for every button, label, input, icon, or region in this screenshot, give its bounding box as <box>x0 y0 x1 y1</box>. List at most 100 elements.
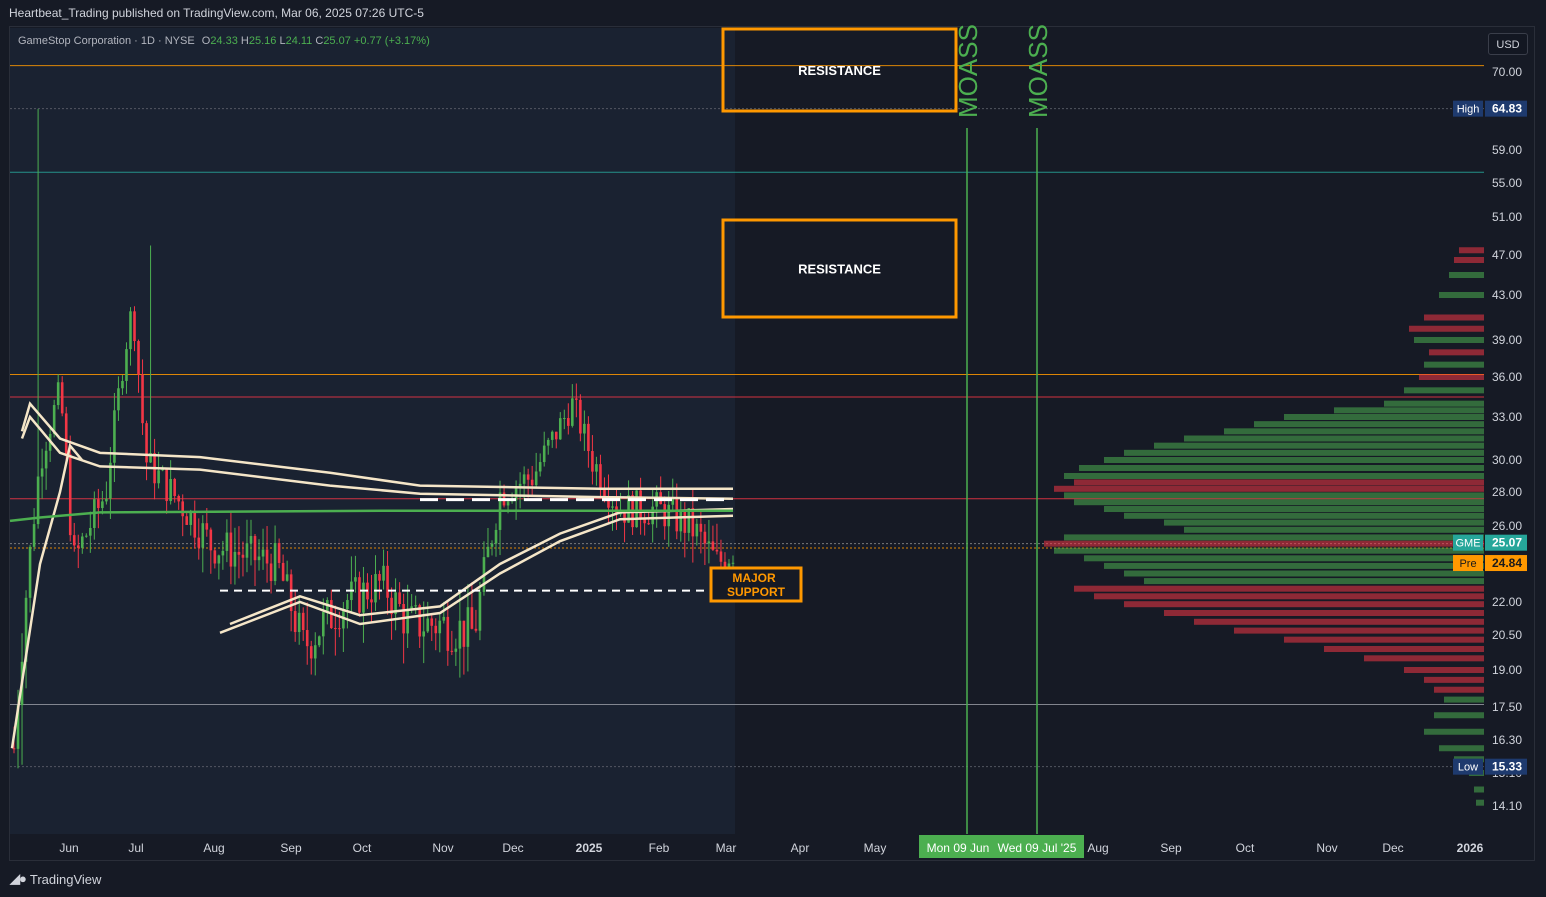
candle-body <box>273 542 277 582</box>
candle-body <box>89 527 92 536</box>
volume-profile-bar <box>1254 421 1484 428</box>
candle-body <box>245 543 249 558</box>
candle-body <box>149 453 152 463</box>
time-tick-label: Jun <box>59 841 78 855</box>
price-tick-label: 55.00 <box>1492 176 1522 190</box>
candle-body <box>703 531 707 544</box>
low-value: 24.11 <box>285 35 313 47</box>
candle-body <box>446 616 450 651</box>
volume-profile-bar <box>1064 473 1484 479</box>
candle-body <box>12 748 16 750</box>
volume-profile-bar <box>1414 337 1484 343</box>
candle-body <box>538 462 542 472</box>
candle-body <box>109 462 112 499</box>
candle-body <box>161 469 164 471</box>
volume-profile-bar <box>1054 485 1484 492</box>
time-tick-label: Aug <box>203 841 224 855</box>
price-tick-label: 14.10 <box>1492 799 1522 813</box>
volume-profile-bar <box>1439 745 1484 752</box>
volume-profile-bar <box>1194 618 1484 625</box>
price-badge-name: High <box>1457 104 1480 116</box>
candle-body <box>301 612 305 631</box>
volume-profile-bar <box>1364 655 1484 662</box>
price-badge-value: 25.07 <box>1492 536 1522 550</box>
footer-brand[interactable]: ◢● TradingView <box>10 871 101 887</box>
candle-body <box>253 536 257 561</box>
symbol-legend: GameStop Corporation · 1D · NYSE O24.33 … <box>18 35 430 47</box>
candle-body <box>651 506 654 525</box>
price-tick-label: 43.00 <box>1492 288 1522 302</box>
candle-body <box>438 620 442 634</box>
candle-body <box>442 616 446 621</box>
history-area <box>10 28 735 834</box>
volume-profile-bar <box>1459 247 1484 254</box>
volume-profile-bar <box>1154 442 1484 449</box>
candle-body <box>430 618 434 626</box>
vwap-lower2-line <box>229 507 734 626</box>
time-badge-1: Mon 09 Jun <box>927 841 990 855</box>
candle-body <box>643 519 646 524</box>
candle-body <box>101 501 104 509</box>
price-tick-label: 59.00 <box>1492 143 1522 157</box>
candle-body <box>526 474 530 480</box>
vwap-upper-line <box>20 401 733 491</box>
time-tick-label: 2025 <box>576 841 603 855</box>
candle-body <box>591 451 594 472</box>
candle-body <box>587 423 590 452</box>
volume-profile-bar <box>1044 540 1484 547</box>
volume-profile-bar <box>1384 400 1484 407</box>
volume-profile-bar <box>1164 610 1484 616</box>
candle-body <box>514 487 518 501</box>
time-tick-label: Dec <box>1382 841 1403 855</box>
price-tick-label: 16.30 <box>1492 733 1522 747</box>
volume-profile-bar <box>1419 374 1484 380</box>
volume-profile-bar <box>1124 512 1484 519</box>
candle-body <box>691 508 695 537</box>
candle-body <box>474 628 478 631</box>
price-badge-name: Low <box>1458 762 1478 774</box>
candle-body <box>699 523 703 532</box>
time-tick-label: Nov <box>1316 841 1337 855</box>
candle-body <box>490 543 494 547</box>
candle-body <box>611 506 614 508</box>
candle-body <box>595 464 598 472</box>
price-badge-name-bg <box>1453 100 1483 117</box>
volume-profile-bar <box>1224 428 1484 435</box>
candle-body <box>32 524 36 547</box>
candle-body <box>36 476 40 525</box>
candle-body <box>309 646 313 659</box>
time-tick-label: Feb <box>649 841 670 855</box>
candle-body <box>603 489 606 497</box>
volume-profile-bar <box>1334 407 1484 414</box>
candle-body <box>530 479 534 486</box>
candle-body <box>354 577 357 582</box>
volume-profile-bar <box>1184 526 1484 533</box>
candle-body <box>486 546 490 558</box>
candle-body <box>627 495 630 523</box>
candle-body <box>289 574 293 612</box>
volume-profile-bar <box>1184 435 1484 442</box>
price-badge-value-bg <box>1485 758 1527 775</box>
candle-body <box>321 611 325 637</box>
candle-body <box>362 582 365 613</box>
currency-button[interactable]: USD <box>1488 33 1528 55</box>
candle-body <box>117 388 120 411</box>
candle-body <box>225 532 229 551</box>
candle-body <box>458 620 462 649</box>
price-tick-label: 47.00 <box>1492 248 1522 262</box>
candle-body <box>382 565 385 581</box>
time-tick-label: Apr <box>791 841 810 855</box>
candle-body <box>165 469 168 502</box>
candle-body <box>257 556 261 561</box>
candle-body <box>24 597 28 662</box>
candle-body <box>265 549 269 564</box>
candle-body <box>466 607 470 647</box>
candle-body <box>607 496 610 508</box>
candle-body <box>394 592 397 615</box>
volume-profile-bar <box>1404 667 1484 673</box>
price-tick-label: 70.00 <box>1492 65 1522 79</box>
candle-body <box>426 618 430 632</box>
candle-body <box>639 490 642 520</box>
volume-profile-bar <box>1054 547 1484 554</box>
